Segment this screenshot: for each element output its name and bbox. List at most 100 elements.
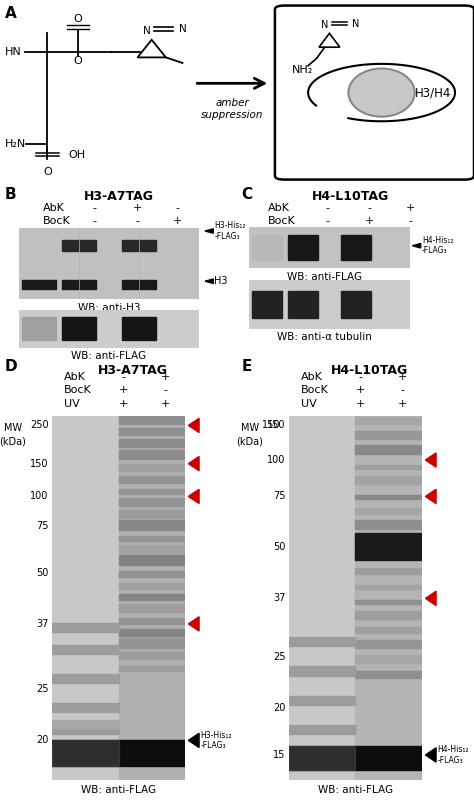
- Text: H4-L10TAG: H4-L10TAG: [331, 364, 408, 377]
- Text: AbK: AbK: [64, 372, 86, 382]
- Text: -: -: [408, 217, 412, 226]
- Text: H3-His₁₂
-FLAG₃: H3-His₁₂ -FLAG₃: [214, 221, 246, 241]
- Text: MW: MW: [241, 423, 259, 433]
- Text: +: +: [398, 398, 408, 409]
- Text: -: -: [368, 203, 372, 213]
- Text: WB: anti-FLAG: WB: anti-FLAG: [287, 271, 362, 282]
- Polygon shape: [426, 453, 436, 467]
- Text: H4-His₁₂
-FLAG₃: H4-His₁₂ -FLAG₃: [422, 236, 453, 255]
- Polygon shape: [426, 489, 436, 504]
- Text: BocK: BocK: [301, 386, 329, 395]
- Text: A: A: [5, 6, 17, 21]
- Text: WB: anti-H3: WB: anti-H3: [78, 303, 140, 313]
- Text: -: -: [358, 372, 362, 382]
- Text: 150: 150: [262, 420, 281, 431]
- Text: +: +: [365, 217, 374, 226]
- Text: WB: anti-FLAG: WB: anti-FLAG: [81, 785, 156, 795]
- Text: BocK: BocK: [43, 217, 71, 226]
- Text: 75: 75: [36, 521, 48, 530]
- Polygon shape: [426, 748, 436, 762]
- Text: +: +: [133, 203, 142, 213]
- FancyBboxPatch shape: [275, 6, 474, 180]
- Text: -: -: [325, 203, 329, 213]
- Text: 37: 37: [273, 593, 285, 604]
- Text: N: N: [143, 26, 151, 35]
- Text: H3/H4: H3/H4: [415, 86, 451, 99]
- Text: +: +: [356, 398, 365, 409]
- Text: H₂N: H₂N: [5, 139, 26, 150]
- Text: 37: 37: [36, 619, 48, 629]
- Text: H4-L10TAG: H4-L10TAG: [312, 190, 389, 204]
- Text: B: B: [5, 187, 17, 202]
- Text: 75: 75: [273, 491, 285, 502]
- Polygon shape: [189, 419, 199, 432]
- Text: 100: 100: [267, 455, 285, 465]
- Text: E: E: [242, 359, 252, 374]
- Text: 50: 50: [36, 568, 48, 578]
- Text: +: +: [161, 398, 171, 409]
- Text: H3-A7TAG: H3-A7TAG: [83, 190, 154, 204]
- Text: OH: OH: [69, 150, 86, 159]
- Text: NH₂: NH₂: [292, 65, 313, 76]
- Text: -: -: [401, 386, 405, 395]
- Text: UV: UV: [64, 398, 80, 409]
- Text: WB: anti-FLAG: WB: anti-FLAG: [72, 351, 146, 361]
- Text: N: N: [352, 19, 359, 29]
- Text: -: -: [164, 386, 168, 395]
- Text: UV: UV: [301, 398, 317, 409]
- Text: H3: H3: [214, 276, 228, 287]
- Text: +: +: [398, 372, 408, 382]
- Text: 150: 150: [30, 459, 48, 469]
- Polygon shape: [189, 617, 199, 631]
- Text: 15: 15: [273, 750, 285, 760]
- Text: (kDa): (kDa): [0, 436, 27, 447]
- Text: WB: anti-α tubulin: WB: anti-α tubulin: [277, 332, 372, 342]
- Ellipse shape: [348, 68, 415, 117]
- Text: 20: 20: [36, 736, 48, 745]
- Polygon shape: [412, 243, 421, 248]
- Text: -: -: [176, 203, 180, 213]
- Text: HN: HN: [5, 47, 21, 57]
- Polygon shape: [189, 733, 199, 748]
- Text: 25: 25: [273, 651, 285, 662]
- Text: +: +: [161, 372, 171, 382]
- Polygon shape: [426, 591, 436, 605]
- Text: H3-A7TAG: H3-A7TAG: [98, 364, 168, 377]
- Text: 100: 100: [30, 491, 48, 502]
- Text: amber
suppression: amber suppression: [201, 98, 264, 120]
- Text: -: -: [93, 203, 97, 213]
- Text: -: -: [121, 372, 125, 382]
- Polygon shape: [205, 279, 213, 283]
- Text: -: -: [136, 217, 139, 226]
- Text: BocK: BocK: [268, 217, 296, 226]
- Text: 250: 250: [30, 420, 48, 431]
- Text: BocK: BocK: [64, 386, 92, 395]
- Text: +: +: [118, 398, 128, 409]
- Text: AbK: AbK: [301, 372, 323, 382]
- Text: MW: MW: [4, 423, 22, 433]
- Text: +: +: [405, 203, 415, 213]
- Text: WB: anti-FLAG: WB: anti-FLAG: [318, 785, 393, 795]
- Text: C: C: [242, 187, 253, 202]
- Text: -: -: [325, 217, 329, 226]
- Text: N: N: [179, 23, 186, 34]
- Text: D: D: [5, 359, 18, 374]
- Polygon shape: [205, 229, 213, 233]
- Text: H4-His₁₂
-FLAG₃: H4-His₁₂ -FLAG₃: [437, 745, 469, 765]
- Text: 50: 50: [273, 543, 285, 552]
- Text: O: O: [74, 14, 82, 23]
- Text: +: +: [356, 386, 365, 395]
- Text: O: O: [74, 56, 82, 66]
- Text: +: +: [118, 386, 128, 395]
- Text: 20: 20: [273, 703, 285, 712]
- Text: O: O: [43, 167, 52, 176]
- Text: (kDa): (kDa): [237, 436, 264, 447]
- Text: -: -: [93, 217, 97, 226]
- Text: 25: 25: [36, 684, 48, 695]
- Polygon shape: [189, 456, 199, 471]
- Text: AbK: AbK: [43, 203, 64, 213]
- Text: AbK: AbK: [268, 203, 290, 213]
- Text: 150: 150: [267, 420, 285, 431]
- Text: N: N: [321, 20, 328, 30]
- Text: +: +: [173, 217, 182, 226]
